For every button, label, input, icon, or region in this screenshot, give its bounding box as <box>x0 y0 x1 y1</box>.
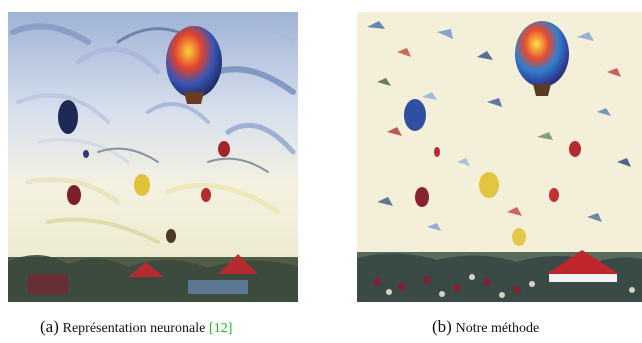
stylized-image-ours <box>357 12 642 302</box>
caption-text-a: Représentation neuronale <box>62 321 206 336</box>
caption-b: (b) Notre méthode <box>432 317 539 339</box>
caption-a: (a) Représentation neuronale [12] <box>40 317 232 339</box>
citation-open-bracket: [ <box>209 321 214 336</box>
subfigure-label-b: (b) <box>432 317 452 336</box>
caption-text-b: Notre méthode <box>455 321 540 336</box>
subfigure-label-a: (a) <box>40 317 59 336</box>
citation-close-bracket: ] <box>227 321 233 336</box>
stylized-image-neural <box>8 12 298 302</box>
citation-link[interactable]: 12 <box>213 321 228 336</box>
